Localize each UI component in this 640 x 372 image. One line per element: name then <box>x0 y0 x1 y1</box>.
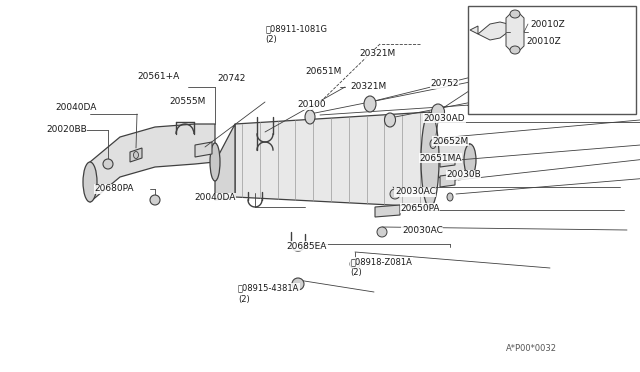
Text: 20651M: 20651M <box>305 67 342 76</box>
Text: 20650PA: 20650PA <box>400 204 440 213</box>
Ellipse shape <box>464 144 476 176</box>
Text: 20030AC: 20030AC <box>395 187 436 196</box>
Polygon shape <box>470 26 478 34</box>
Text: 20752: 20752 <box>430 79 459 88</box>
Text: ⓝ08918-Z081A
(2): ⓝ08918-Z081A (2) <box>351 257 413 277</box>
Circle shape <box>292 278 304 290</box>
Polygon shape <box>130 148 142 162</box>
Ellipse shape <box>431 104 445 120</box>
Text: 20555M: 20555M <box>170 97 206 106</box>
Text: ⓜ08915-4381A
(2): ⓜ08915-4381A (2) <box>238 284 300 304</box>
Text: 20561+A: 20561+A <box>138 72 180 81</box>
Ellipse shape <box>510 10 520 18</box>
Text: 20321M: 20321M <box>351 82 387 91</box>
Circle shape <box>103 159 113 169</box>
Text: 20685EA: 20685EA <box>287 242 327 251</box>
Text: 20030B: 20030B <box>446 170 481 179</box>
Text: 20010Z: 20010Z <box>526 37 561 46</box>
Text: 20010Z: 20010Z <box>530 19 564 29</box>
Text: 20652M: 20652M <box>433 137 469 146</box>
Text: 20680PA: 20680PA <box>95 185 134 193</box>
Text: 20030AD: 20030AD <box>424 114 465 123</box>
Text: 20100: 20100 <box>298 100 326 109</box>
Ellipse shape <box>430 140 436 148</box>
Polygon shape <box>375 205 400 217</box>
Polygon shape <box>478 22 508 40</box>
Circle shape <box>150 195 160 205</box>
Text: 20651MA: 20651MA <box>419 154 461 163</box>
Circle shape <box>350 259 360 269</box>
Circle shape <box>390 189 400 199</box>
Ellipse shape <box>421 112 439 208</box>
Ellipse shape <box>210 143 220 181</box>
Polygon shape <box>440 174 455 187</box>
Bar <box>468 6 636 114</box>
Polygon shape <box>235 112 430 207</box>
Text: 20030AC: 20030AC <box>402 226 443 235</box>
Text: 20040DA: 20040DA <box>194 193 236 202</box>
Ellipse shape <box>134 151 138 158</box>
Text: ⓝ08911-1081G
(2): ⓝ08911-1081G (2) <box>266 24 328 44</box>
Text: A*P00*0032: A*P00*0032 <box>506 344 557 353</box>
Polygon shape <box>195 142 212 157</box>
Ellipse shape <box>385 113 396 127</box>
Polygon shape <box>506 14 524 50</box>
Polygon shape <box>440 154 455 167</box>
Ellipse shape <box>305 110 315 124</box>
Text: 20742: 20742 <box>218 74 246 83</box>
Ellipse shape <box>83 162 97 202</box>
Text: 20040DA: 20040DA <box>56 103 97 112</box>
Ellipse shape <box>447 193 453 201</box>
Ellipse shape <box>510 46 520 54</box>
Circle shape <box>377 227 387 237</box>
Polygon shape <box>215 124 235 200</box>
Text: 20020BB: 20020BB <box>46 125 87 134</box>
Polygon shape <box>90 124 215 202</box>
Text: 20321M: 20321M <box>360 49 396 58</box>
Ellipse shape <box>364 96 376 112</box>
Polygon shape <box>430 140 470 180</box>
